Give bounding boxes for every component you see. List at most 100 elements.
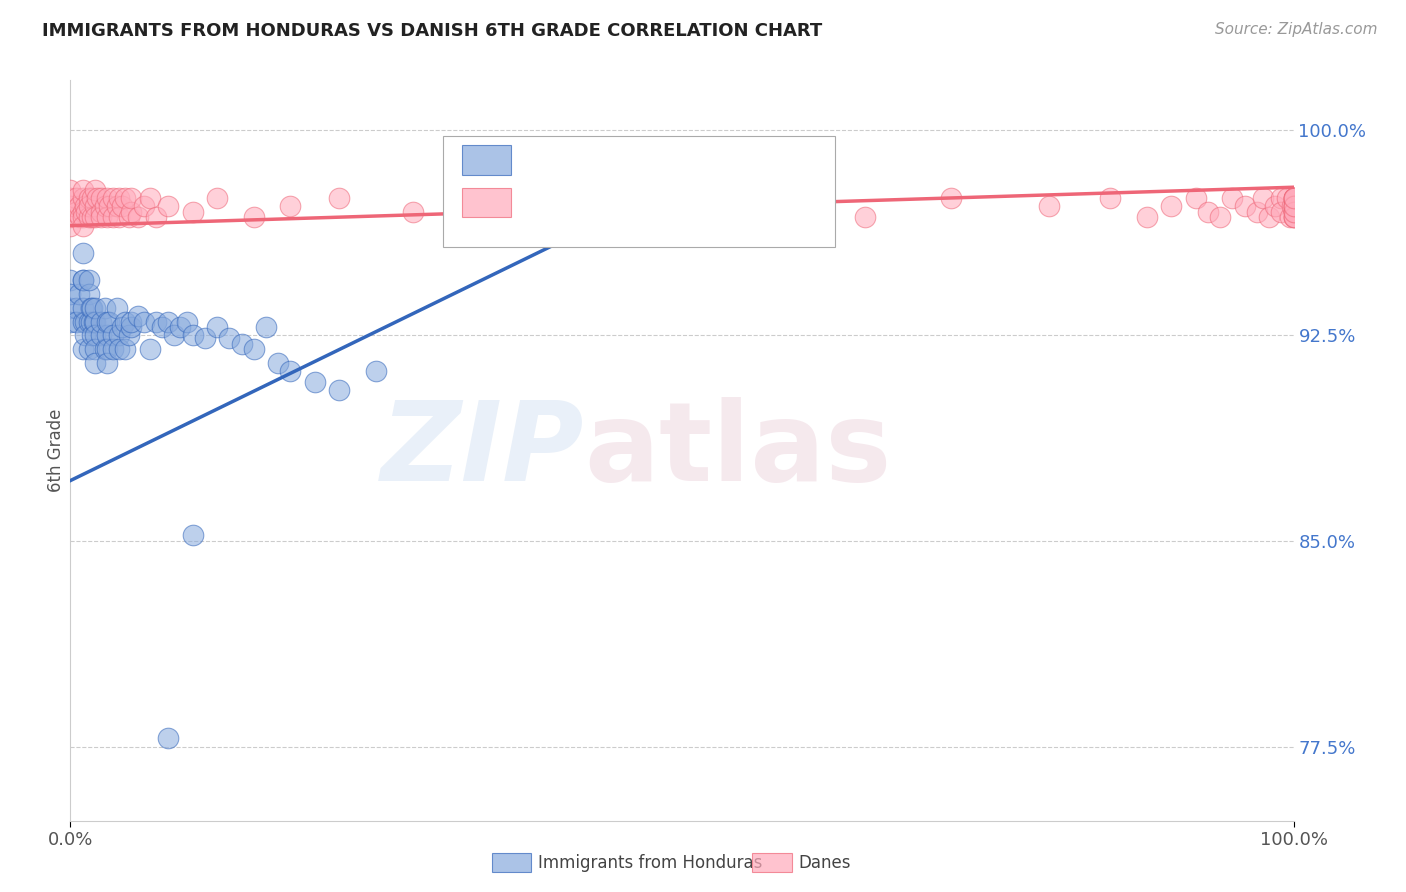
Text: R = 0.372: R = 0.372 [520,151,627,169]
Point [1099,191,1122,205]
Point [328,383,350,397]
Point [1281,199,1303,213]
Point [72,183,94,197]
Point [1282,199,1305,213]
Point [82,328,104,343]
Point [59,183,82,197]
Point [163,328,186,343]
Point [90,191,112,205]
Point [65,205,87,219]
Point [280,364,302,378]
Point [73,315,96,329]
Point [93,199,115,213]
Point [1282,191,1305,205]
Point [59,191,82,205]
Point [96,315,118,329]
Point [132,315,155,329]
Point [72,342,94,356]
Point [67,199,90,213]
Point [83,211,105,225]
Point [231,336,253,351]
Point [1282,191,1305,205]
Point [194,331,217,345]
Text: R = 0.520: R = 0.520 [520,193,627,212]
Point [243,211,266,225]
Point [101,211,124,225]
Point [83,199,105,213]
Point [111,199,134,213]
Point [1264,199,1286,213]
Point [65,301,87,315]
Point [169,320,191,334]
Point [1038,199,1060,213]
Point [96,211,118,225]
Point [127,211,149,225]
Point [80,315,103,329]
FancyBboxPatch shape [461,187,510,218]
Point [572,199,595,213]
Point [254,320,277,334]
Point [1282,199,1305,213]
Point [83,315,105,329]
Point [77,342,100,356]
Point [65,315,87,329]
Point [77,287,100,301]
Y-axis label: 6th Grade: 6th Grade [46,409,65,492]
Point [218,331,240,345]
Point [402,205,425,219]
Point [73,199,96,213]
Point [176,315,198,329]
Point [101,191,124,205]
Point [1282,205,1305,219]
Point [1282,205,1305,219]
Point [671,191,693,205]
Point [90,211,112,225]
Point [114,342,136,356]
Point [1270,191,1292,205]
FancyBboxPatch shape [443,136,835,247]
Point [145,211,167,225]
Point [77,211,100,225]
Point [181,528,204,542]
Point [1136,211,1159,225]
Point [1282,211,1305,225]
Point [1246,205,1268,219]
Point [65,191,87,205]
Point [150,320,173,334]
Point [93,301,115,315]
Point [280,199,302,213]
Point [1282,211,1305,225]
Point [59,315,82,329]
Point [121,315,143,329]
Point [72,273,94,287]
Point [82,211,104,225]
Point [72,246,94,260]
Point [67,287,90,301]
Point [1282,199,1305,213]
Point [77,273,100,287]
Point [205,191,228,205]
Point [267,356,290,370]
Point [83,183,105,197]
Text: Source: ZipAtlas.com: Source: ZipAtlas.com [1215,22,1378,37]
Point [105,301,128,315]
Point [72,205,94,219]
Point [121,320,143,334]
Point [59,273,82,287]
Point [72,191,94,205]
Point [1270,205,1292,219]
Point [93,342,115,356]
Point [59,301,82,315]
Point [1282,191,1305,205]
Point [121,191,143,205]
Point [139,342,162,356]
Point [304,375,326,389]
Text: N = 91: N = 91 [676,193,749,212]
Point [72,211,94,225]
Point [83,301,105,315]
Point [488,211,510,225]
Point [90,328,112,343]
Point [77,191,100,205]
Point [59,287,82,301]
Point [108,211,131,225]
